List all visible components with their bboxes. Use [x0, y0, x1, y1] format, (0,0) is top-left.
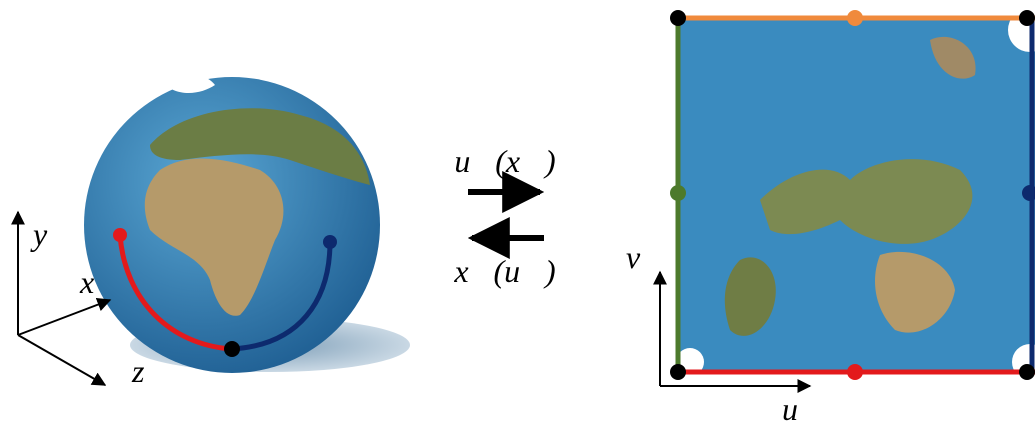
axis-label: u	[782, 391, 798, 425]
point	[847, 10, 863, 26]
land	[930, 36, 976, 79]
point	[670, 364, 686, 380]
land	[875, 251, 955, 333]
eurasia	[150, 108, 370, 185]
red-curve	[117, 234, 233, 352]
map	[678, 18, 1035, 372]
blue-curve	[231, 241, 333, 352]
africa	[144, 158, 284, 316]
map-label: u⃗(x⃗)	[454, 143, 555, 179]
ice	[678, 348, 704, 372]
point	[670, 185, 686, 201]
axis	[17, 297, 112, 336]
point	[1022, 185, 1035, 201]
land	[760, 159, 973, 244]
land	[724, 257, 776, 336]
point	[113, 228, 127, 242]
axis-label: y	[30, 216, 48, 252]
point	[1019, 10, 1035, 26]
map-label: x⃗(u⃗)	[453, 253, 555, 289]
point	[224, 341, 240, 357]
point	[323, 235, 337, 249]
point	[847, 364, 863, 380]
point	[1019, 364, 1035, 380]
axis-label: v	[626, 239, 641, 275]
axis	[17, 334, 107, 386]
ice	[1008, 18, 1035, 52]
greenland	[160, 73, 215, 94]
axis-label: z	[131, 353, 145, 389]
point	[670, 10, 686, 26]
axis-label: x	[79, 264, 94, 300]
